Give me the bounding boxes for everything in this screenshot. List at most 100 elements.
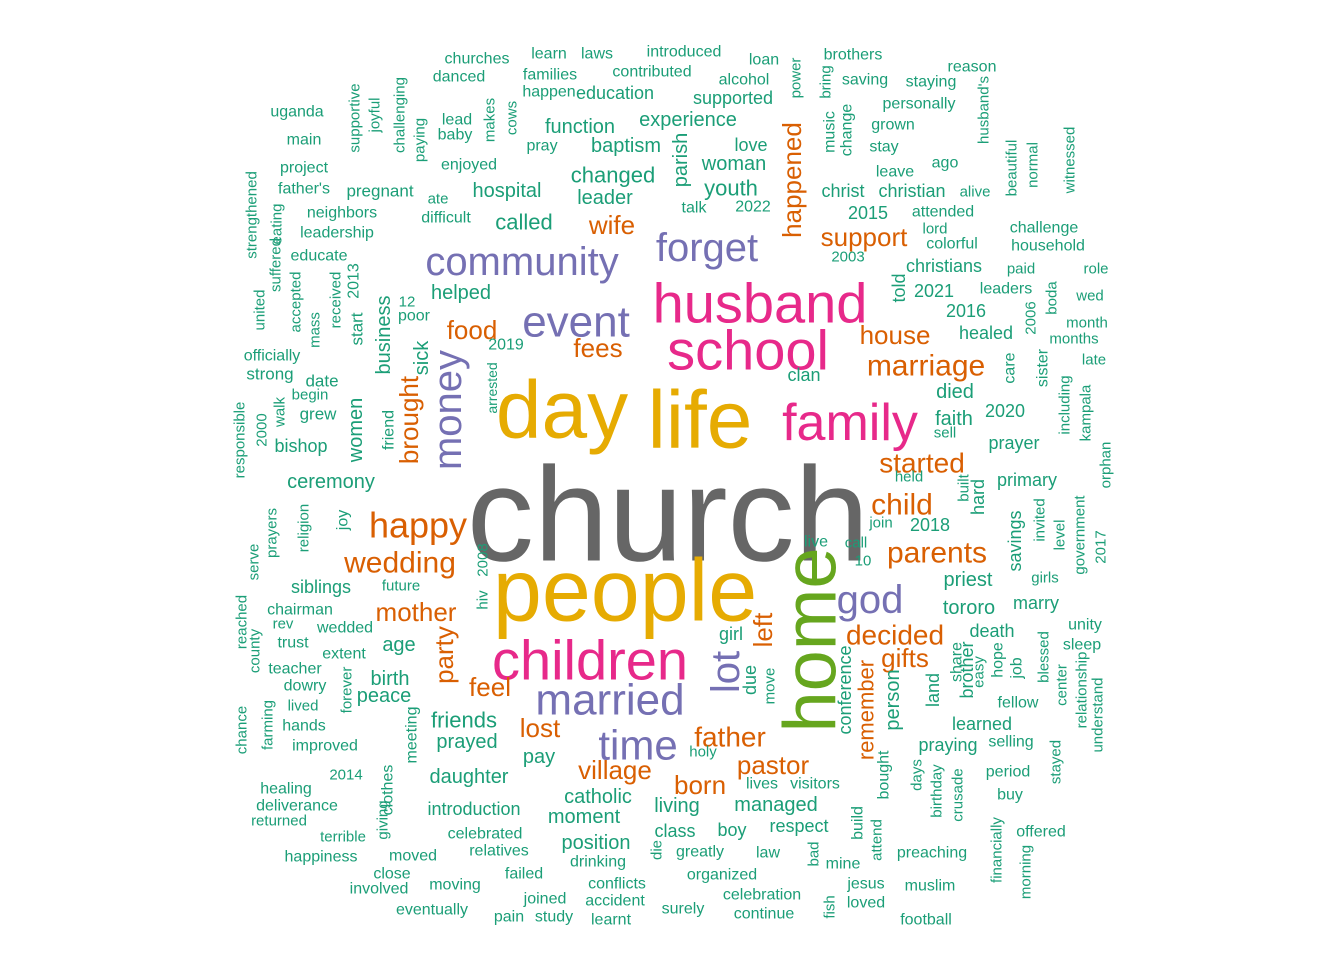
word-introduced: introduced	[647, 44, 722, 61]
word-home: home	[769, 547, 852, 732]
word-moving: moving	[429, 877, 481, 894]
word-brothers: brothers	[824, 47, 883, 64]
word-died: died	[936, 381, 974, 403]
word-bring: bring	[818, 65, 835, 98]
word-joy: joy	[335, 510, 352, 531]
word-days: days	[909, 759, 926, 791]
word-2000: 2000	[254, 413, 271, 446]
word-forget: forget	[656, 226, 758, 270]
word-girls: girls	[1031, 570, 1059, 587]
word-stayed: stayed	[1048, 740, 1065, 784]
word-business: business	[373, 296, 395, 375]
word-day: day	[496, 365, 628, 456]
word-job: job	[1009, 657, 1026, 679]
word-party: party	[429, 626, 459, 684]
word-house: house	[860, 320, 931, 350]
word-talk: talk	[682, 200, 708, 217]
word-introduction: introduction	[427, 799, 520, 819]
word-family: family	[782, 394, 918, 452]
word-selling: selling	[988, 734, 1033, 751]
word-praying: praying	[918, 735, 977, 755]
word-die: die	[649, 840, 666, 860]
word-including: including	[1057, 375, 1074, 434]
word-christian: christian	[878, 181, 945, 201]
word-bought: bought	[876, 750, 893, 799]
word-position: position	[562, 832, 631, 854]
word-officially: officially	[244, 348, 301, 365]
word-catholic: catholic	[564, 786, 632, 808]
word-blessed: blessed	[1036, 631, 1053, 683]
word-contributed: contributed	[612, 64, 691, 81]
word-alcohol: alcohol	[719, 72, 770, 89]
word-accepted: accepted	[288, 272, 305, 333]
word-event: event	[522, 298, 630, 347]
word-chairman: chairman	[267, 602, 333, 619]
word-danced: danced	[433, 69, 486, 86]
word-giving: giving	[375, 800, 392, 839]
word-2008: 2008	[475, 543, 492, 576]
word-baby: baby	[438, 127, 473, 144]
word-born: born	[674, 770, 726, 800]
word-faith: faith	[935, 408, 973, 430]
word-leadership: leadership	[300, 225, 374, 242]
word-normal: normal	[1025, 142, 1042, 188]
word-months: months	[1049, 331, 1098, 348]
word-happy: happy	[369, 505, 467, 546]
word-pay: pay	[523, 746, 555, 768]
word-law: law	[756, 845, 780, 862]
word-begin: begin	[292, 387, 329, 404]
word-preaching: preaching	[897, 845, 967, 862]
word-12: 12	[399, 294, 416, 311]
word-hands: hands	[282, 718, 326, 735]
word-wife: wife	[588, 210, 635, 240]
word-2020: 2020	[985, 401, 1025, 421]
word-eventually: eventually	[396, 902, 468, 919]
word-ate: ate	[428, 191, 449, 208]
word-grew: grew	[300, 405, 338, 424]
word-experience: experience	[639, 109, 737, 131]
word-marry: marry	[1013, 593, 1059, 613]
word-families: families	[523, 67, 577, 84]
word-marriage: marriage	[867, 350, 985, 383]
word-buy: buy	[997, 787, 1023, 804]
word-birthday: birthday	[929, 764, 946, 818]
word-function: function	[545, 116, 615, 138]
word-happiness: happiness	[285, 849, 358, 866]
word-brought: brought	[394, 375, 424, 464]
word-morning: morning	[1018, 845, 1035, 899]
word-football: football	[900, 912, 952, 929]
word-savings: savings	[1005, 510, 1025, 571]
word-village: village	[578, 755, 652, 785]
word-household: household	[1011, 238, 1085, 255]
word-center: center	[1054, 664, 1071, 706]
word-build: build	[850, 806, 867, 840]
word-celebrated: celebrated	[448, 826, 523, 843]
word-pastor: pastor	[737, 750, 810, 780]
word-offered: offered	[1016, 824, 1066, 841]
word-study: study	[535, 909, 573, 926]
word-people: people	[493, 541, 757, 640]
word-brother: brother	[957, 641, 977, 698]
word-christians: christians	[906, 256, 982, 276]
word-boda: boda	[1044, 281, 1061, 315]
word-due: due	[740, 665, 760, 695]
word-fees: fees	[573, 333, 622, 363]
word-10: 10	[855, 553, 872, 570]
word-priest: priest	[944, 569, 993, 591]
word-friend: friend	[381, 410, 398, 450]
word-age: age	[382, 634, 415, 656]
word-girl: girl	[719, 624, 743, 644]
word-neighbors: neighbors	[307, 205, 377, 222]
word-learned: learned	[952, 714, 1012, 734]
word-peace: peace	[357, 685, 412, 707]
word-hospital: hospital	[473, 180, 542, 202]
word-held: held	[895, 469, 923, 486]
word-continue: continue	[734, 906, 795, 923]
word-death: death	[969, 621, 1014, 641]
word-call: call	[845, 535, 868, 552]
word-lives: lives	[746, 776, 778, 793]
word-parents: parents	[887, 537, 987, 570]
word-main: main	[287, 132, 322, 149]
word-accident: accident	[585, 893, 645, 910]
word-meeting: meeting	[404, 707, 421, 764]
